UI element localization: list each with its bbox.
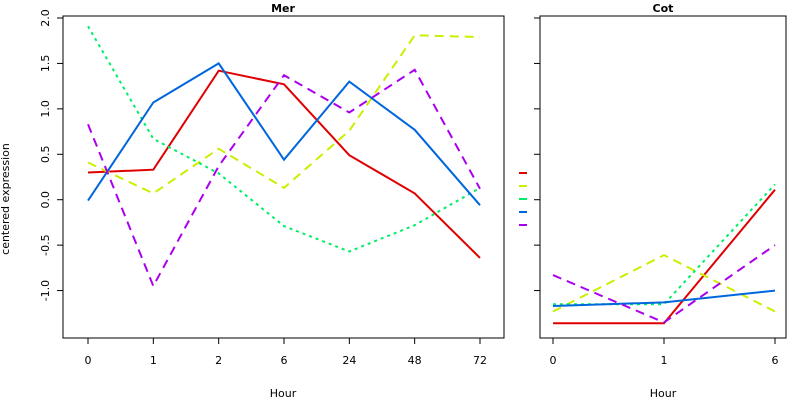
series-line-cot-4 (552, 289, 776, 307)
x-axis-label-cot: Hour (650, 387, 677, 400)
panel-title-mer: Mer (271, 2, 295, 15)
plot-frame-mer (62, 15, 505, 339)
y-axis-cot (534, 17, 540, 292)
series-lines-mer (87, 25, 481, 289)
plot-frame-cot (539, 15, 787, 339)
series-line-cot-5 (552, 244, 776, 324)
series-line-mer-2 (87, 34, 481, 195)
series-line-mer-5 (87, 68, 481, 289)
x-axis-mer: 0 1 2 6 24 48 72 (85, 338, 487, 367)
x-tick-label-mer: 0 (85, 354, 92, 367)
x-tick-label-mer: 24 (342, 354, 356, 367)
x-tick-label-cot: 1 (661, 354, 668, 367)
y-tick-label: 1.0 (39, 100, 52, 118)
y-tick-label: -0.5 (39, 234, 52, 255)
x-tick-label-mer: 2 (215, 354, 222, 367)
x-tick-label-mer: 48 (408, 354, 422, 367)
panel-cot: Cot 0 1 6 Hour (534, 2, 787, 400)
series-line-mer-4 (87, 62, 481, 206)
y-tick-label: 1.5 (39, 55, 52, 73)
y-axis-mer: -1.0 -0.5 0.0 0.5 1.0 1.5 2.0 (39, 9, 63, 301)
x-tick-label-mer: 6 (281, 354, 288, 367)
x-tick-label-cot: 6 (772, 354, 779, 367)
x-tick-label-mer: 72 (473, 354, 487, 367)
y-tick-label: 0.5 (39, 146, 52, 164)
panel-mer: Mer -1.0 -0.5 0.0 0.5 1.0 1.5 2.0 0 1 2 6 24 48 72 H… (39, 2, 505, 400)
series-line-mer-3 (87, 25, 481, 253)
y-tick-label: 0.0 (39, 191, 52, 209)
x-axis-label-mer: Hour (270, 387, 297, 400)
series-line-mer-1 (87, 69, 481, 259)
series-lines-cot (552, 183, 776, 325)
panel-title-cot: Cot (653, 2, 674, 15)
y-axis-label: centered expression (0, 143, 12, 255)
legend-keys (519, 172, 527, 226)
x-tick-label-cot: 0 (550, 354, 557, 367)
y-tick-label: 2.0 (39, 9, 52, 27)
x-axis-cot: 0 1 6 (550, 338, 779, 367)
series-line-cot-3 (553, 183, 776, 306)
x-tick-label-mer: 1 (150, 354, 157, 367)
y-tick-label: -1.0 (39, 280, 52, 301)
series-line-cot-2 (552, 253, 776, 313)
